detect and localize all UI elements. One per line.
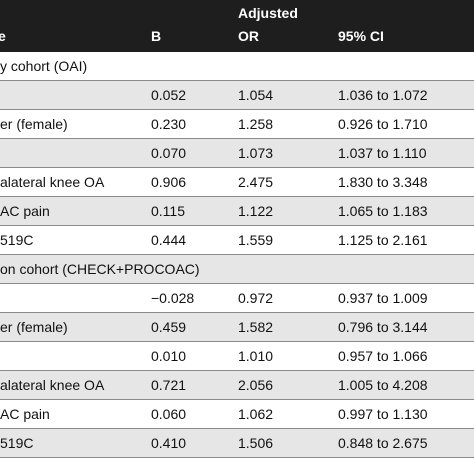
row-label: AC pain [0, 406, 50, 422]
table-row: alateral knee OA 0.721 2.056 1.005 to 4.208 [0, 371, 474, 400]
b-value: 0.115 [151, 203, 185, 219]
section-label: y cohort (OAI) [0, 58, 88, 74]
b-value: 0.010 [151, 348, 187, 364]
table-row: 519C 0.444 1.559 1.125 to 2.161 [0, 226, 474, 255]
ci-value: 1.125 to 2.161 [338, 232, 428, 248]
table-row: −0.028 0.972 0.937 to 1.009 [0, 284, 474, 313]
or-value: 1.582 [238, 319, 274, 335]
table-row: er (female) 0.459 1.582 0.796 to 3.144 [0, 313, 474, 342]
b-value: 0.070 [151, 145, 187, 161]
row-label: 519C [0, 232, 34, 248]
ci-value: 1.037 to 1.110 [338, 145, 427, 161]
b-value: 0.906 [151, 174, 187, 190]
row-label: alateral knee OA [0, 377, 105, 393]
ci-value: 0.937 to 1.009 [338, 290, 428, 306]
b-value: 0.444 [151, 232, 187, 248]
table-row: AC pain 0.115 1.122 1.065 to 1.183 [0, 197, 474, 226]
header-b: B [151, 28, 162, 44]
or-value: 1.559 [238, 232, 274, 248]
ci-value: 1.065 to 1.183 [338, 203, 428, 219]
header-ci: 95% CI [338, 28, 384, 44]
table-row: 0.070 1.073 1.037 to 1.110 [0, 139, 474, 168]
table-row: er (female) 0.230 1.258 0.926 to 1.710 [0, 110, 474, 139]
or-value: 0.972 [238, 290, 274, 306]
table-row: AC pain 0.060 1.062 0.997 to 1.130 [0, 400, 474, 429]
section-label: on cohort (CHECK+PROCOAC) [0, 261, 200, 277]
ci-value: 1.830 to 3.348 [338, 174, 428, 190]
row-label: er (female) [0, 116, 68, 132]
b-value: 0.410 [151, 435, 187, 451]
or-value: 2.475 [238, 174, 274, 190]
ci-value: 0.926 to 1.710 [338, 116, 428, 132]
section-row: y cohort (OAI) [0, 52, 474, 81]
b-value: 0.060 [151, 406, 187, 422]
header-or-line2: OR [238, 28, 259, 44]
table-row: alateral knee OA 0.906 2.475 1.830 to 3.348 [0, 168, 474, 197]
b-value: 0.230 [151, 116, 187, 132]
ci-value: 0.997 to 1.130 [338, 406, 428, 422]
ci-value: 0.796 to 3.144 [338, 319, 428, 335]
or-value: 1.062 [238, 406, 274, 422]
b-value: 0.721 [151, 377, 187, 393]
ci-value: 1.036 to 1.072 [338, 87, 428, 103]
or-value: 1.506 [238, 435, 274, 451]
header-name: e [0, 28, 6, 44]
table-header: e B Adjusted OR 95% CI [0, 0, 474, 52]
b-value: 0.459 [151, 319, 187, 335]
or-value: 1.122 [238, 203, 274, 219]
ci-value: 0.957 to 1.066 [338, 348, 428, 364]
or-value: 1.073 [238, 145, 274, 161]
results-table: y cohort (OAI) 0.052 1.054 1.036 to 1.072 er… [0, 52, 474, 458]
row-label: 519C [0, 435, 34, 451]
row-label: alateral knee OA [0, 174, 105, 190]
b-value: −0.028 [151, 290, 195, 306]
or-value: 1.054 [238, 87, 274, 103]
or-value: 1.258 [238, 116, 274, 132]
ci-value: 1.005 to 4.208 [338, 377, 428, 393]
ci-value: 0.848 to 2.675 [338, 435, 428, 451]
or-value: 1.010 [238, 348, 274, 364]
table-row: 519C 0.410 1.506 0.848 to 2.675 [0, 429, 474, 458]
header-or-line1: Adjusted [238, 5, 298, 21]
section-row: on cohort (CHECK+PROCOAC) [0, 255, 474, 284]
b-value: 0.052 [151, 87, 187, 103]
row-label: er (female) [0, 319, 68, 335]
or-value: 2.056 [238, 377, 274, 393]
table-row: 0.010 1.010 0.957 to 1.066 [0, 342, 474, 371]
row-label: AC pain [0, 203, 50, 219]
table-row: 0.052 1.054 1.036 to 1.072 [0, 81, 474, 110]
